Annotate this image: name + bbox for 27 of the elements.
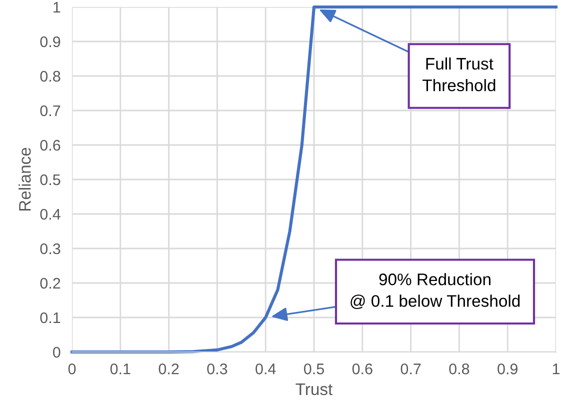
y-tick-label: 0.1 <box>40 312 60 324</box>
y-tick-label: 0.5 <box>40 174 60 186</box>
x-tick-label: 0.5 <box>304 364 324 374</box>
y-tick-label: 0.7 <box>40 105 60 116</box>
y-tick-label: 0.4 <box>40 208 60 220</box>
y-tick-label: 0.2 <box>40 278 60 289</box>
x-tick-label: 0 <box>68 364 76 374</box>
line-series <box>70 5 558 354</box>
y-axis-title: Reliance <box>18 148 31 211</box>
x-tick-label: 0.4 <box>256 364 276 374</box>
x-tick-label: 0.1 <box>110 364 130 374</box>
y-tick-label: 0 <box>52 346 60 358</box>
x-axis-title: Trust <box>296 384 333 396</box>
y-tick-label: 0.3 <box>40 243 60 254</box>
y-tick-label: 0.9 <box>40 36 60 48</box>
y-tick-label: 0.8 <box>40 70 60 82</box>
y-tick-label: 0.6 <box>40 140 60 151</box>
annotation: 90% Reduction @ 0.1 below Threshold <box>350 273 520 310</box>
x-tick-label: 0.2 <box>158 364 179 374</box>
x-tick-label: 0.3 <box>207 364 228 374</box>
x-tick-label: 0.8 <box>449 364 470 374</box>
x-tick-label: 0.7 <box>400 364 421 374</box>
x-tick-label: 1 <box>552 364 560 374</box>
y-tick-label: 1 <box>54 2 60 13</box>
x-tick-label: 0.9 <box>498 364 518 374</box>
x-tick-label: 0.6 <box>352 364 372 374</box>
annotation: Full Trust Threshold <box>422 57 496 92</box>
